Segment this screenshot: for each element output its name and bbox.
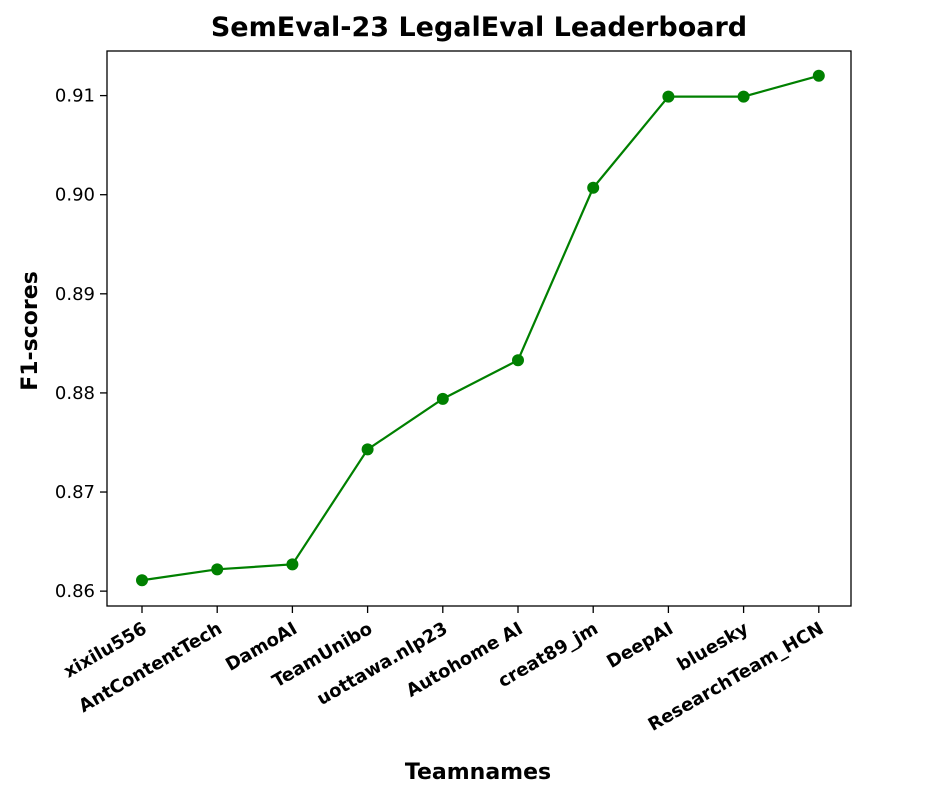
y-tick-label: 0.91 <box>55 86 95 107</box>
y-axis-label: F1-scores <box>18 271 43 391</box>
x-tick-label: AntContentTech <box>75 618 225 717</box>
y-tick-label: 0.88 <box>55 383 95 404</box>
x-axis: xixilu556AntContentTechDamoAITeamUnibouo… <box>60 606 827 736</box>
data-point <box>662 90 675 103</box>
data-point <box>136 574 148 587</box>
y-tick-label: 0.89 <box>55 284 95 305</box>
series-path <box>141 74 820 582</box>
plot-frame <box>106 50 852 607</box>
data-point <box>286 558 299 571</box>
x-tick-label: uottawa.nlp23 <box>313 618 451 710</box>
y-tick-label: 0.90 <box>55 185 95 206</box>
series-line <box>136 69 825 587</box>
x-axis-label: Teamnames <box>405 760 551 785</box>
data-point <box>737 90 750 103</box>
data-point <box>211 563 224 576</box>
chart-title: SemEval-23 LegalEval Leaderboard <box>211 12 747 43</box>
y-tick-label: 0.86 <box>55 581 95 602</box>
x-tick-label: DeepAI <box>603 618 677 673</box>
data-point <box>512 354 524 367</box>
data-point <box>436 392 449 405</box>
y-axis: 0.86 0.87 0.88 0.89 0.90 0.91 <box>55 86 107 602</box>
data-point <box>587 181 600 194</box>
data-point <box>361 443 374 456</box>
data-point <box>812 69 825 82</box>
y-tick-label: 0.87 <box>55 482 95 503</box>
